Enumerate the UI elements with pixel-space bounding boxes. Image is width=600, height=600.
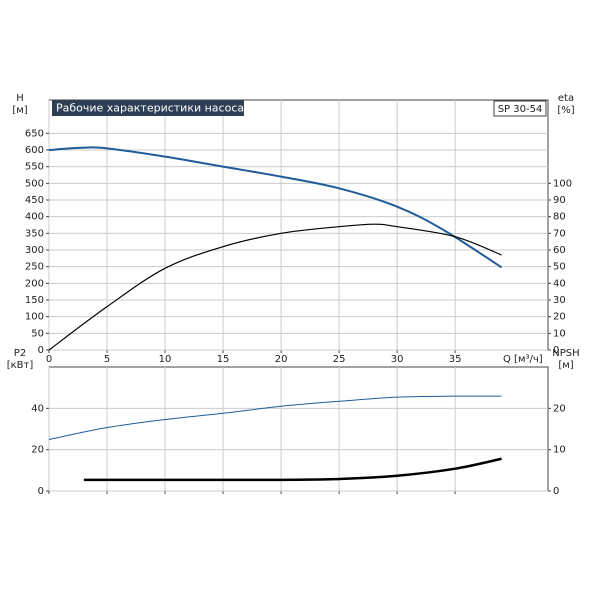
- chart-title: Рабочие характеристики насоса: [56, 102, 244, 115]
- y2-tick-label: 0: [553, 345, 559, 356]
- y2-tick-label: 60: [553, 245, 566, 256]
- series-line: [48, 223, 502, 351]
- y2-tick-label: 10: [553, 445, 566, 456]
- y2-tick-label: 80: [553, 212, 566, 223]
- x-tick-label: 25: [333, 354, 346, 365]
- x-tick-label: 5: [104, 354, 110, 365]
- y2-tick-label: 10: [553, 328, 566, 339]
- y2-tick-label: 70: [553, 228, 566, 239]
- y-tick-label: 50: [31, 328, 44, 339]
- y-tick-label: 250: [25, 262, 44, 273]
- series-line: [48, 395, 502, 441]
- y2-tick-label: 20: [553, 312, 566, 323]
- x-tick-label: 15: [217, 354, 230, 365]
- y-axis-label: H: [16, 93, 24, 104]
- y2-axis-unit: [%]: [557, 105, 574, 116]
- y-axis-unit: [м]: [12, 105, 27, 116]
- model-box: [493, 100, 547, 117]
- y2-tick-label: 20: [553, 403, 566, 414]
- y2-tick-label: 90: [553, 195, 566, 206]
- y-tick-label: 200: [25, 278, 44, 289]
- x-tick-label: 35: [449, 354, 462, 365]
- y-tick-label: 650: [25, 128, 44, 139]
- y2-axis-label: eta: [558, 93, 574, 104]
- y-tick-label: 150: [25, 295, 44, 306]
- y2-tick-label: 100: [553, 178, 572, 189]
- y-tick-label: 400: [25, 212, 44, 223]
- title-box: [52, 100, 244, 116]
- model-label: SP 30-54: [498, 104, 543, 115]
- y-tick-label: 100: [25, 312, 44, 323]
- x-tick-label: 0: [46, 354, 52, 365]
- y-tick-label: 450: [25, 195, 44, 206]
- y2-axis-label: NPSH: [552, 348, 579, 359]
- y-tick-label: 550: [25, 162, 44, 173]
- y2-tick-label: 30: [553, 295, 566, 306]
- y-tick-label: 20: [31, 445, 44, 456]
- y2-tick-label: 0: [553, 486, 559, 497]
- plot-frame: [48, 366, 549, 492]
- x-axis-label: Q [м³/ч]: [503, 354, 543, 365]
- plot-frame: [48, 99, 549, 351]
- y2-axis-unit: [м]: [558, 360, 573, 371]
- y2-tick-label: 40: [553, 278, 566, 289]
- y-tick-label: 40: [31, 403, 44, 414]
- series-line: [83, 457, 502, 482]
- x-tick-label: 10: [159, 354, 172, 365]
- y-tick-label: 0: [38, 486, 44, 497]
- series-line: [48, 146, 503, 269]
- y2-tick-label: 50: [553, 262, 566, 273]
- y-tick-label: 300: [25, 245, 44, 256]
- y-tick-label: 0: [38, 345, 44, 356]
- y-axis-unit: [кВт]: [7, 360, 34, 371]
- y-tick-label: 500: [25, 178, 44, 189]
- y-tick-label: 350: [25, 228, 44, 239]
- x-tick-label: 20: [275, 354, 288, 365]
- y-axis-label: P2: [14, 348, 26, 359]
- x-tick-label: 30: [391, 354, 404, 365]
- y-tick-label: 600: [25, 145, 44, 156]
